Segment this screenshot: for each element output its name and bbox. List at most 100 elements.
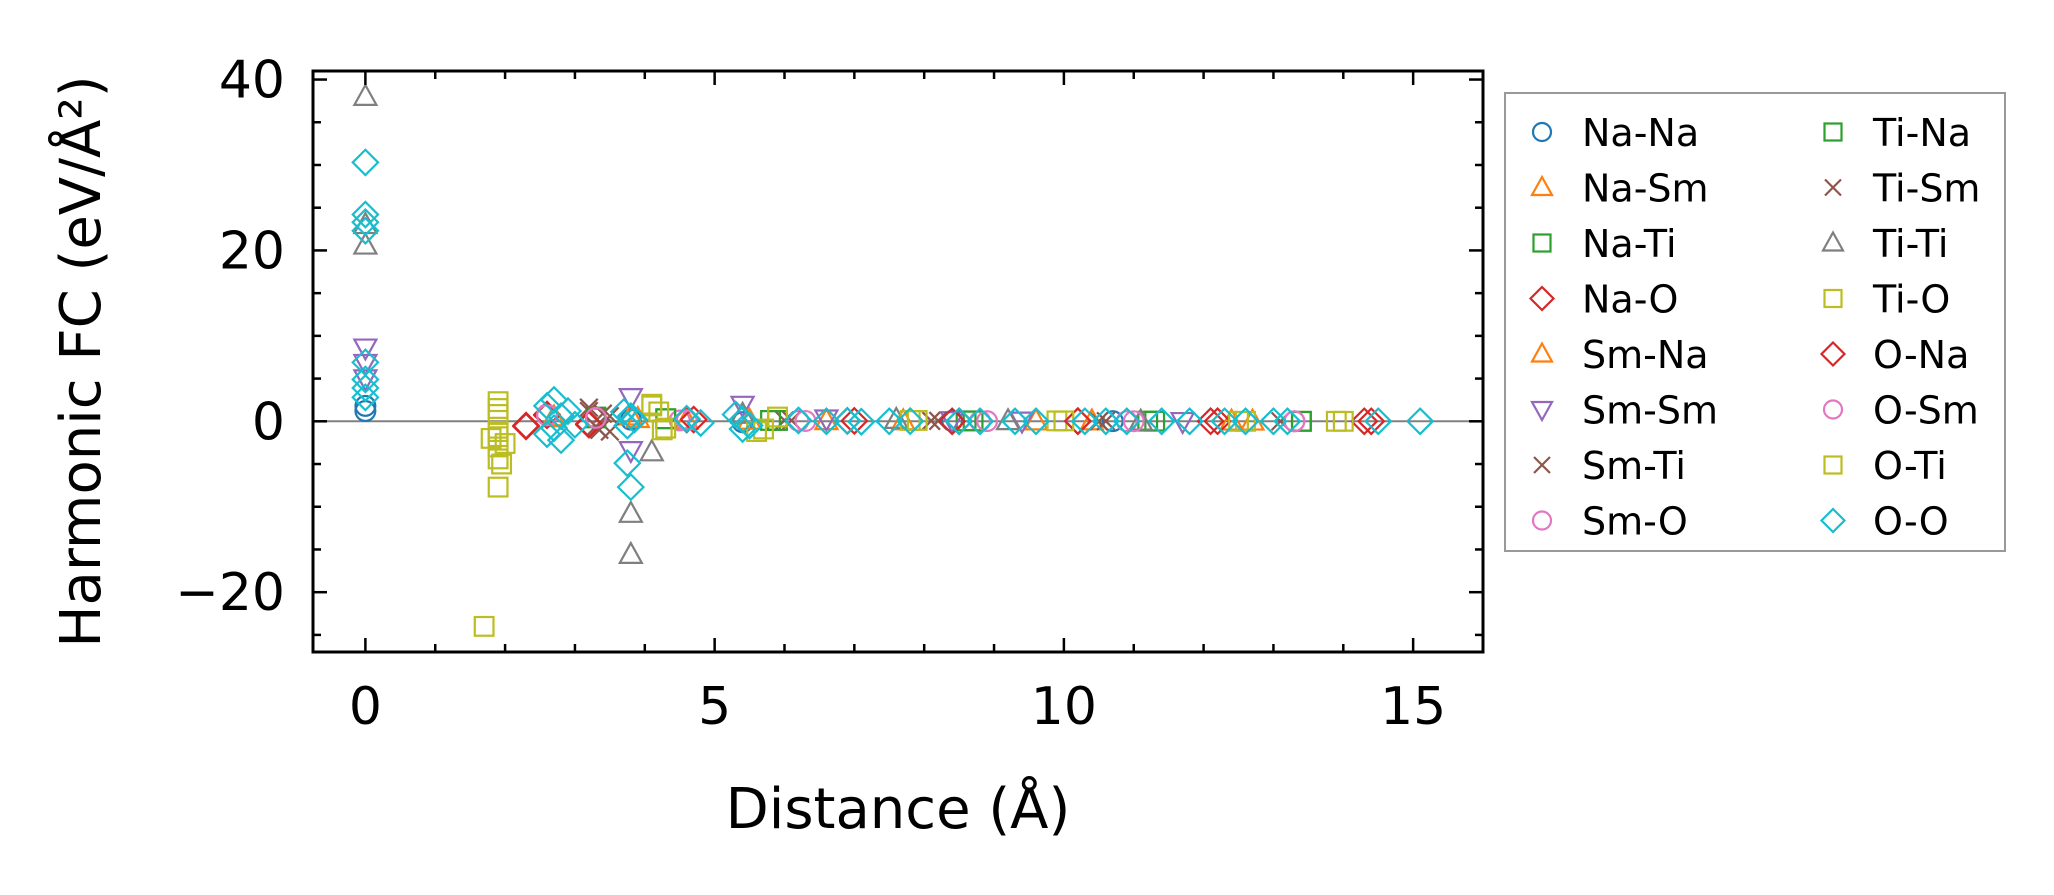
data-point xyxy=(735,411,764,440)
data-point xyxy=(1350,407,1379,436)
data-point xyxy=(352,82,379,106)
y-axis-title: Harmonic FC (eV/Å²) xyxy=(48,75,114,647)
data-point xyxy=(1231,407,1260,436)
data-point xyxy=(906,410,928,431)
data-point xyxy=(620,405,649,434)
data-point xyxy=(995,407,1021,431)
data-point xyxy=(351,208,380,237)
data-point xyxy=(833,406,862,436)
data-point xyxy=(487,398,509,419)
legend-marker xyxy=(1531,510,1553,531)
legend-item: Sm-Sm xyxy=(1530,389,1718,433)
data-point xyxy=(617,499,644,523)
data-point xyxy=(655,417,677,439)
data-point xyxy=(351,216,380,245)
legend-marker xyxy=(1531,121,1553,143)
legend-item: O-Na xyxy=(1819,333,1969,377)
x-tick-label: 15 xyxy=(1380,677,1446,737)
data-point xyxy=(574,409,604,439)
legend-item: Na-Sm xyxy=(1530,167,1709,211)
data-point xyxy=(351,200,380,229)
data-point xyxy=(847,407,876,436)
data-point xyxy=(1203,407,1232,436)
data-point xyxy=(613,448,642,478)
legend-marker xyxy=(1532,233,1552,253)
data-point xyxy=(686,408,715,438)
legend: Na-Na Na-Sm Na-Ti Na-O Sm-Na Sm-Sm Sm-Ti Sm-O Ti… xyxy=(1504,92,2006,552)
x-tick-label: 5 xyxy=(698,677,731,737)
data-point xyxy=(494,433,516,454)
data-point xyxy=(1101,410,1124,433)
data-point xyxy=(921,411,941,431)
data-point xyxy=(875,407,904,436)
x-tick-label: 10 xyxy=(1031,677,1097,737)
data-point xyxy=(546,425,576,455)
series-o-ti xyxy=(480,395,1347,475)
data-point xyxy=(840,406,869,436)
legend-item: Ti-Na xyxy=(1823,111,1971,155)
legend-marker xyxy=(1819,507,1847,534)
legend-item: O-Ti xyxy=(1823,444,1947,488)
data-point xyxy=(1000,407,1030,436)
legend-label: Na-Sm xyxy=(1582,167,1709,211)
data-point xyxy=(1283,410,1306,433)
legend-item: Ti-Ti xyxy=(1821,222,1948,266)
data-point xyxy=(351,383,380,412)
data-point xyxy=(787,409,810,432)
legend-label: Na-O xyxy=(1582,278,1678,322)
legend-label: Na-Na xyxy=(1582,111,1699,155)
data-point xyxy=(1175,407,1204,436)
data-point xyxy=(721,400,750,429)
data-point xyxy=(1070,407,1100,436)
legend-label: Ti-Sm xyxy=(1872,167,1980,211)
plot-frame xyxy=(311,69,1485,654)
legend-marker xyxy=(1823,288,1843,309)
data-point xyxy=(1122,410,1145,433)
series-sm-sm xyxy=(352,338,1196,465)
data-point xyxy=(1023,407,1049,431)
data-point xyxy=(539,385,569,415)
data-point xyxy=(965,407,995,436)
series-o-na xyxy=(511,401,1386,441)
legend-marker xyxy=(1821,230,1845,252)
y-tick-label: −20 xyxy=(175,563,285,623)
legend-label: Sm-Sm xyxy=(1582,389,1718,433)
x-tick-label: 0 xyxy=(349,677,382,737)
data-point xyxy=(1259,407,1288,436)
legend-item: Sm-Ti xyxy=(1533,444,1686,488)
data-point xyxy=(613,411,642,440)
legend-item: Na-Na xyxy=(1531,111,1699,155)
axes: 0 5 10 15 −20 0 20 40 xyxy=(175,51,1485,737)
data-point xyxy=(651,419,673,441)
data-point xyxy=(617,540,644,564)
data-point xyxy=(617,441,644,465)
legend-marker xyxy=(1823,122,1843,142)
data-point xyxy=(813,409,840,433)
legend-marker xyxy=(1530,400,1554,423)
data-point xyxy=(352,353,379,378)
data-point xyxy=(351,373,380,403)
data-point xyxy=(1147,407,1176,436)
data-point xyxy=(352,338,379,362)
data-point xyxy=(473,615,495,637)
data-point xyxy=(616,472,646,502)
legend-item: Ti-Sm xyxy=(1824,167,1980,211)
legend-label: Sm-O xyxy=(1582,500,1688,544)
y-tick-label: 40 xyxy=(219,51,285,111)
data-point xyxy=(487,421,509,443)
data-point xyxy=(1112,407,1141,436)
legend-label: Sm-Na xyxy=(1582,333,1709,377)
legend-item: Na-O xyxy=(1528,278,1678,322)
data-point xyxy=(480,427,502,449)
data-point xyxy=(1063,406,1093,436)
legend-label: Ti-O xyxy=(1872,278,1950,322)
data-point xyxy=(976,410,999,433)
data-point xyxy=(487,448,509,470)
data-point xyxy=(511,412,541,441)
data-point xyxy=(1228,410,1249,432)
y-tick-label: 20 xyxy=(219,221,285,281)
data-point xyxy=(638,438,665,462)
data-point xyxy=(767,406,788,428)
legend-item: O-Sm xyxy=(1822,389,1979,433)
